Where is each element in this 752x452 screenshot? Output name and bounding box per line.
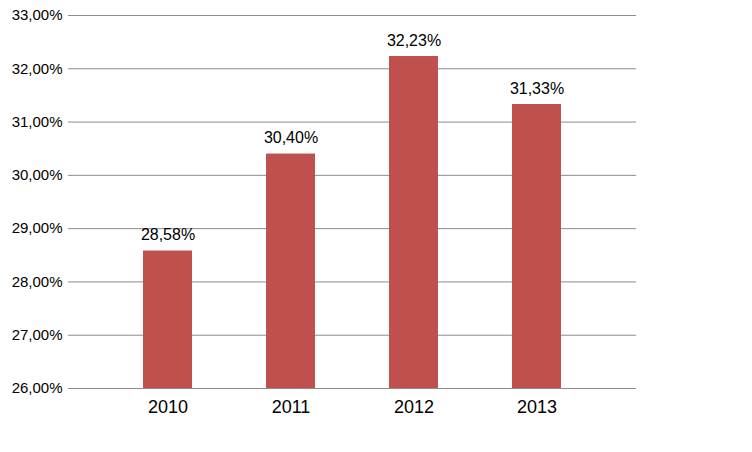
svg-text:2010: 2010 bbox=[148, 397, 188, 417]
svg-text:31,33%: 31,33% bbox=[510, 80, 564, 97]
svg-text:32,00%: 32,00% bbox=[12, 60, 63, 77]
svg-text:30,00%: 30,00% bbox=[12, 166, 63, 183]
svg-text:33,00%: 33,00% bbox=[12, 6, 63, 23]
svg-text:28,58%: 28,58% bbox=[141, 226, 195, 243]
svg-text:2011: 2011 bbox=[272, 397, 311, 417]
svg-text:30,40%: 30,40% bbox=[264, 129, 318, 146]
svg-text:31,00%: 31,00% bbox=[12, 113, 63, 130]
svg-text:28,00%: 28,00% bbox=[12, 273, 63, 290]
svg-text:32,23%: 32,23% bbox=[387, 32, 441, 49]
svg-text:2013: 2013 bbox=[517, 397, 557, 417]
svg-text:2012: 2012 bbox=[394, 397, 434, 417]
svg-text:29,00%: 29,00% bbox=[12, 219, 63, 236]
svg-text:27,00%: 27,00% bbox=[12, 326, 63, 343]
svg-text:26,00%: 26,00% bbox=[12, 379, 63, 396]
